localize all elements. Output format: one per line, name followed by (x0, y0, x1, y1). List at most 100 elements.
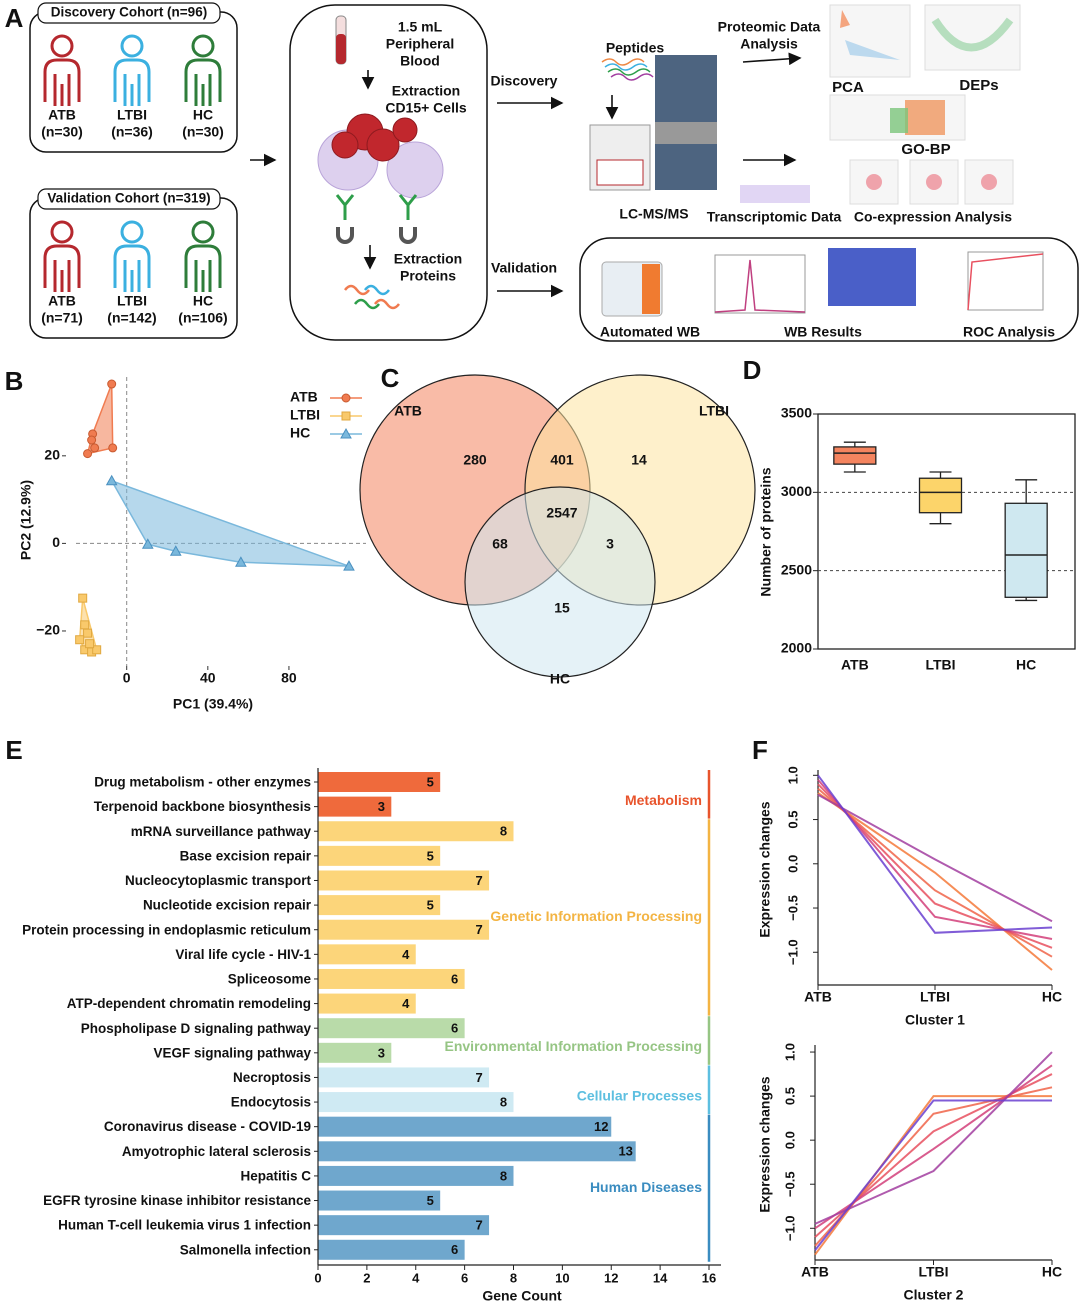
x-tick-label: LTBI (918, 1264, 948, 1280)
pca-text: PCA (832, 79, 864, 96)
arrow (742, 52, 802, 66)
x-tick-label: HC (1042, 989, 1062, 1005)
y-tick-label: 1.0 (785, 766, 800, 784)
bar (318, 821, 514, 842)
category-label: Protein processing in endoplasmic reticu… (22, 922, 311, 937)
series-line (817, 793, 1053, 923)
bar-value: 7 (475, 1070, 482, 1085)
category-label: Viral life cycle - HIV-1 (175, 947, 311, 962)
point (343, 560, 355, 571)
bar (318, 968, 465, 989)
bar-value: 6 (451, 971, 458, 986)
category-label: Nucleocytoplasmic transport (125, 873, 312, 888)
x-tick-label: 40 (200, 670, 216, 686)
category-label: Phospholipase D signaling pathway (81, 1021, 312, 1036)
y-axis-label: Expression changes (757, 801, 773, 937)
region-count: 15 (554, 600, 570, 616)
bar (318, 1116, 612, 1137)
cohort-title-box (37, 188, 221, 210)
y-tick-label: 0.5 (785, 811, 800, 829)
peptide (610, 73, 654, 81)
point (87, 435, 97, 445)
category-label: ATP-dependent chromatin remodeling (67, 996, 311, 1011)
group-name: HC (193, 107, 213, 123)
transcriptomic-text: Transcriptomic Data (707, 209, 842, 225)
series-line (814, 1099, 1052, 1251)
protein (344, 284, 370, 296)
group-n: (n=71) (41, 310, 83, 326)
plot-frame (817, 413, 1076, 650)
category-label: mRNA surveillance pathway (131, 824, 312, 839)
bar (318, 845, 441, 866)
point (141, 538, 154, 549)
legend-label: LTBI (290, 407, 320, 423)
y-axis-label: PC2 (12.9%) (18, 480, 34, 560)
group-name: HC (193, 293, 213, 309)
peptide (607, 68, 651, 76)
bar-value: 5 (427, 848, 434, 863)
y-tick-label: 3000 (781, 483, 812, 499)
point (90, 443, 100, 453)
bar-value: 7 (475, 873, 482, 888)
x-tick-label: 2 (363, 1270, 370, 1285)
panel-letter: E (5, 735, 22, 765)
person-body (43, 58, 81, 106)
transcript-thumb (740, 185, 810, 203)
gobp-text: GO-BP (901, 141, 950, 158)
point (108, 443, 118, 453)
category-label: VEGF signaling pathway (153, 1045, 311, 1060)
point (341, 411, 351, 421)
roc-curve (967, 253, 1044, 311)
gobp-thumb-bars (905, 100, 945, 135)
group-label: Cellular Processes (577, 1087, 703, 1103)
peptides-text: Peptides (606, 40, 665, 56)
magnet (399, 227, 417, 244)
person-head (50, 220, 74, 244)
point (235, 556, 247, 567)
bar (318, 1239, 465, 1260)
panel-letter: D (743, 355, 762, 385)
bar-value: 3 (378, 1045, 385, 1060)
x-tick-label: HC (1042, 1264, 1062, 1280)
set-label: HC (550, 671, 570, 687)
wb-gel (828, 248, 916, 306)
category-label: Hepatitis C (240, 1168, 311, 1183)
x-tick-label: ATB (841, 657, 869, 673)
y-tick-label: 0.5 (782, 1087, 797, 1105)
panel-letter: B (5, 366, 24, 396)
category-label: EGFR tyrosine kinase inhibitor resistanc… (43, 1193, 311, 1208)
point (105, 474, 118, 486)
category-label: Coronavirus disease - COVID-19 (104, 1119, 311, 1134)
x-tick-label: 80 (281, 670, 297, 686)
point (341, 393, 351, 403)
box (918, 477, 963, 514)
automated-wb-text: Automated WB (600, 324, 700, 340)
region-count: 401 (550, 452, 574, 468)
y-tick-label: 2000 (781, 640, 812, 656)
category-label: Base excision repair (180, 848, 312, 863)
bar (318, 1165, 514, 1186)
panel-letter: C (381, 363, 400, 393)
bar-value: 7 (475, 922, 482, 937)
panel-letter: A (5, 3, 24, 33)
point (83, 628, 93, 638)
bar-value: 8 (500, 1094, 507, 1109)
antibody (335, 194, 355, 220)
x-tick-label: 14 (653, 1270, 668, 1285)
category-label: Nucleotide excision repair (143, 898, 312, 913)
deps-text: DEPs (959, 77, 998, 94)
box (1004, 502, 1048, 598)
sample-text: Blood (400, 53, 440, 69)
bar (318, 772, 441, 792)
y-tick-label: −1.0 (785, 939, 800, 965)
group-name: LTBI (117, 293, 147, 309)
category-label: Terpenoid backbone biosynthesis (94, 799, 311, 814)
region-count: 14 (631, 452, 647, 468)
coexp-dot (926, 174, 942, 190)
bar (318, 870, 490, 891)
series-line (814, 1073, 1053, 1238)
blood (336, 34, 346, 64)
series-line (814, 1086, 1053, 1247)
x-tick-label: 0 (314, 1270, 321, 1285)
group-label: Environmental Information Processing (445, 1038, 703, 1054)
